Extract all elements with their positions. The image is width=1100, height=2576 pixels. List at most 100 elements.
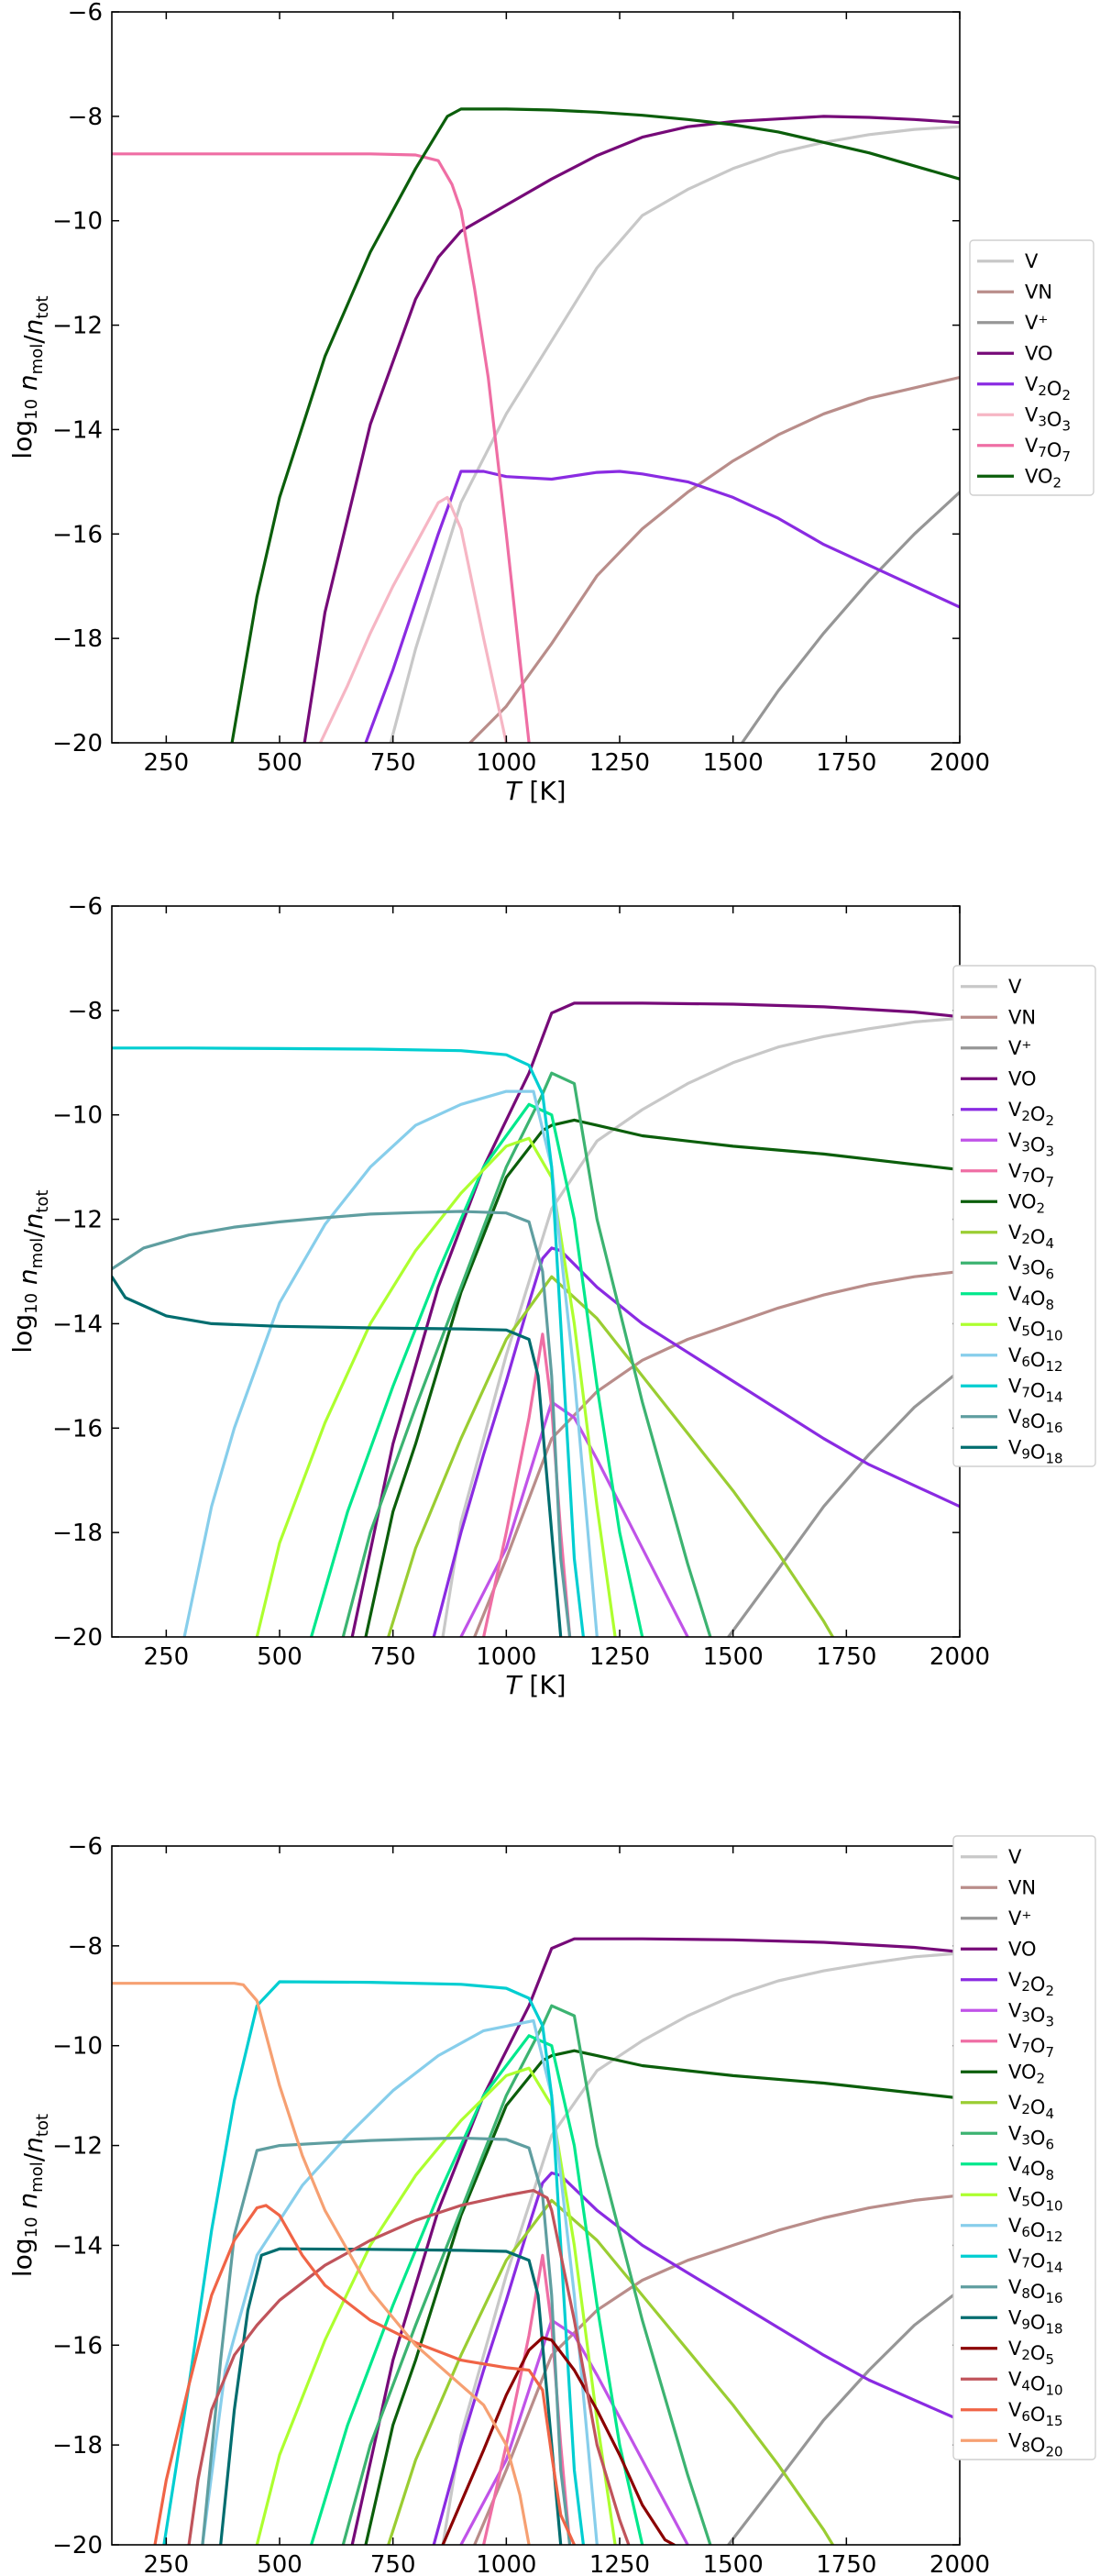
y-tick-label: −18 (52, 2432, 103, 2460)
legend-label-V6O12: V6O12 (1008, 2215, 1063, 2245)
series-line-V3O6 (341, 1071, 712, 1637)
legend-label-V4O10: V4O10 (1008, 2368, 1063, 2398)
x-tick-label: 2000 (930, 1643, 990, 1671)
series-line-V3O3 (459, 2318, 689, 2545)
series-line-V2O2 (432, 2171, 960, 2545)
series-line-V7O14 (162, 1980, 586, 2545)
series-line-V2O4 (387, 2198, 835, 2545)
plot-frame (111, 905, 961, 1638)
x-tick-label: 1500 (703, 1643, 764, 1671)
series-line-V2O4 (387, 1275, 835, 1637)
x-tick-label: 750 (370, 1643, 416, 1671)
y-tick-label: −16 (52, 1415, 103, 1443)
legend-label-V4O8: V4O8 (1008, 2153, 1054, 2184)
legend-label-V5O10: V5O10 (1008, 1313, 1063, 1343)
legend-label-V5O10: V5O10 (1008, 2184, 1063, 2214)
series-line-V⁺ (727, 1369, 960, 1637)
chart-panel-3: 250 500 750 1000 1250 1500 1750 2000 −20 −18 −16 −1… (0, 1825, 1100, 2576)
y-tick-label: −18 (52, 1520, 103, 1547)
legend-label-V: V (1008, 976, 1022, 998)
series-group (112, 1001, 960, 1637)
legend-label-V3O3: V3O3 (1008, 1129, 1054, 1159)
legend-box (969, 239, 1094, 496)
series-line-VO (350, 1937, 960, 2545)
legend-label-V: V (1025, 250, 1039, 272)
y-tick-label: −10 (52, 1102, 103, 1130)
legend-label-V8O16: V8O16 (1008, 2276, 1063, 2306)
y-tick-label: −18 (52, 625, 103, 653)
legend-label-V: V (1008, 1846, 1022, 1868)
x-tick-label: 750 (370, 2551, 416, 2572)
x-tick-label: 1000 (476, 2551, 536, 2572)
series-line-V (441, 1016, 960, 1637)
y-axis-label: log10 nmol/ntot (7, 1189, 52, 1353)
x-tick-label: 250 (144, 2551, 190, 2572)
series-line-V7O7 (112, 152, 531, 743)
x-tick-label: 1250 (589, 1643, 650, 1671)
x-tick-label: 500 (257, 1643, 302, 1671)
legend-label-V3O6: V3O6 (1008, 2122, 1054, 2152)
series-line-V5O10 (255, 2066, 617, 2545)
chart-panel-1: 250 500 750 1000 1250 1500 1750 2000 −20 −18 −16 −1… (0, 0, 1100, 825)
y-tick-label: −6 (68, 894, 103, 921)
legend-label-V2O4: V2O4 (1008, 1222, 1054, 1252)
series-line-V9O18 (112, 1275, 563, 1637)
legend-label-VN: VN (1025, 281, 1052, 303)
plot-frame (111, 1845, 961, 2546)
legend-label-V⁺: V⁺ (1008, 1907, 1031, 1929)
y-tick-label: −16 (52, 521, 103, 548)
legend-label-VO: VO (1008, 1938, 1037, 1960)
series-line-VO (302, 115, 960, 743)
legend-label-V3O3: V3O3 (1025, 404, 1071, 434)
legend-label-VO: VO (1025, 342, 1053, 364)
series-group (112, 107, 960, 743)
legend-label-V2O4: V2O4 (1008, 2092, 1054, 2122)
series-line-V8O16 (201, 2136, 572, 2545)
series-line-V⁺ (740, 491, 960, 743)
legend-label-V2O2: V2O2 (1008, 1099, 1054, 1129)
y-tick-label: −8 (68, 104, 103, 131)
series-line-V2O2 (364, 470, 960, 743)
legend-label-V3O6: V3O6 (1008, 1252, 1054, 1282)
y-tick-label: −20 (52, 1624, 103, 1652)
x-tick-label: 1250 (589, 749, 650, 777)
legend-label-V9O18: V9O18 (1008, 1436, 1063, 1466)
y-tick-label: −14 (52, 2232, 103, 2260)
x-tick-label: 1500 (703, 2551, 764, 2572)
y-tick-label: −6 (68, 1833, 103, 1861)
legend-label-V7O14: V7O14 (1008, 1375, 1063, 1405)
x-tick-label: 2000 (930, 2551, 990, 2572)
series-line-V9O18 (219, 2247, 563, 2545)
x-axis-label: T [K] (505, 1670, 566, 1700)
x-axis-label: T [K] (505, 776, 566, 806)
legend-label-V2O2: V2O2 (1025, 373, 1071, 404)
legend-label-V3O3: V3O3 (1008, 1999, 1054, 2029)
series-line-V6O15 (153, 2204, 577, 2545)
chart-svg-3: 250 500 750 1000 1250 1500 1750 2000 −20 −18 −16 −1… (7, 1833, 1096, 2576)
legend-label-VO2: VO2 (1008, 1190, 1045, 1216)
series-line-V (441, 1951, 960, 2545)
x-tick-label: 250 (144, 1643, 190, 1671)
legend-label-V⁺: V⁺ (1008, 1037, 1031, 1059)
series-line-V (389, 125, 960, 743)
y-tick-label: −12 (52, 2133, 103, 2161)
legend-label-V2O2: V2O2 (1008, 1969, 1054, 1999)
y-tick-label: −20 (52, 730, 103, 757)
legend: VVNV⁺VOV2O2V3O3V7O7VO2V2O4V3O6V4O8V5O10V… (952, 1835, 1096, 2460)
series-line-V7O14 (112, 1046, 586, 1637)
x-tick-label: 1500 (703, 749, 764, 777)
y-tick-label: −14 (52, 416, 103, 444)
series-line-VO (350, 1001, 960, 1637)
series-line-V8O16 (112, 1210, 572, 1637)
series-line-VN (468, 375, 960, 743)
series-line-V6O12 (201, 2018, 599, 2545)
series-line-V2O5 (441, 2336, 676, 2545)
x-tick-label: 1750 (816, 1643, 876, 1671)
series-line-V8O20 (112, 1982, 531, 2545)
y-tick-label: −20 (52, 2532, 103, 2559)
legend-label-V⁺: V⁺ (1025, 312, 1048, 334)
legend-label-VN: VN (1008, 1006, 1036, 1028)
x-tick-label: 1000 (476, 749, 536, 777)
x-tick-label: 2000 (930, 749, 990, 777)
legend-label-VO2: VO2 (1008, 2061, 1045, 2086)
